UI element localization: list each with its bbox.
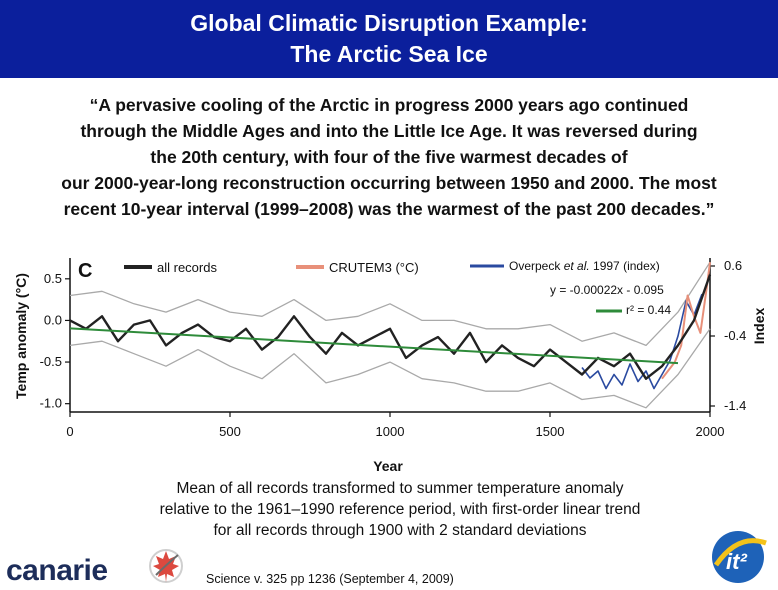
slide-title-line-1: Global Climatic Disruption Example:: [190, 10, 588, 36]
legend-label-all-records: all records: [157, 260, 217, 275]
quote-line: through the Middle Ages and into the Lit…: [80, 121, 698, 141]
y-tick-label: 0.5: [44, 271, 62, 286]
it2-logo-text: it²: [726, 549, 747, 574]
y2-tick-label: 0.6: [724, 258, 742, 273]
y2-tick-label: -1.4: [724, 398, 746, 413]
x-tick-label: 2000: [696, 424, 725, 439]
crutem3-line: [661, 262, 711, 380]
trend-equation: y = -0.00022x - 0.095: [550, 283, 664, 297]
figure-caption: Mean of all records transformed to summe…: [60, 478, 740, 541]
x-tick-label: 1500: [536, 424, 565, 439]
source-citation: Science v. 325 pp 1236 (September 4, 200…: [206, 572, 454, 586]
all-records-line: [69, 274, 712, 380]
canarie-logo-text: canarie: [6, 554, 108, 587]
overpeck-line: [581, 293, 703, 390]
quote-line: the 20th century, with four of the five …: [150, 147, 628, 167]
legend: all records CRUTEM3 (°C) Overpeck et al.…: [124, 259, 671, 317]
quote-text: “A pervasive cooling of the Arctic in pr…: [8, 92, 770, 222]
lower-std-line: [69, 328, 711, 409]
caption-line: Mean of all records transformed to summe…: [176, 480, 624, 497]
upper-std-line: [69, 261, 711, 347]
y-tick-label: -1.0: [40, 396, 62, 411]
temperature-chart: 0 500 1000 1500 2000 0.5 0.0 -0.5 -1.0 0.6 -0.4 -1.…: [13, 258, 767, 474]
trend-r2: r² = 0.44: [626, 303, 671, 317]
x-tick-label: 0: [66, 424, 73, 439]
title-bar: Global Climatic Disruption Example: The …: [0, 0, 778, 78]
y2-axis-label: Index: [751, 308, 767, 345]
canarie-logo-graphic: canarie: [6, 554, 108, 587]
y-tick-label: 0.0: [44, 312, 62, 327]
quote-line: “A pervasive cooling of the Arctic in pr…: [89, 95, 689, 115]
legend-label-overpeck: Overpeck et al. 1997 (index): [509, 259, 660, 273]
y2-tick-label: -0.4: [724, 328, 746, 343]
quote-line: recent 10-year interval (1999–2008) was …: [63, 199, 715, 219]
quote-line: our 2000-year-long reconstruction occurr…: [61, 173, 717, 193]
y-tick-label: -0.5: [40, 354, 62, 369]
maple-leaf-logo-icon: [149, 549, 183, 583]
slide-title-line-2: The Arctic Sea Ice: [290, 41, 488, 67]
trend-line: [69, 327, 679, 365]
y-axis-label: Temp anomaly (°C): [13, 273, 29, 399]
panel-label: C: [78, 260, 92, 282]
x-axis-label: Year: [373, 458, 403, 474]
legend-label-crutem3: CRUTEM3 (°C): [329, 260, 419, 275]
it2-logo-icon: it²: [712, 531, 767, 583]
caption-line: relative to the 1961–1990 reference peri…: [159, 501, 641, 518]
caption-line: for all records through 1900 with 2 stan…: [213, 522, 587, 539]
x-tick-label: 500: [219, 424, 241, 439]
x-tick-label: 1000: [376, 424, 405, 439]
